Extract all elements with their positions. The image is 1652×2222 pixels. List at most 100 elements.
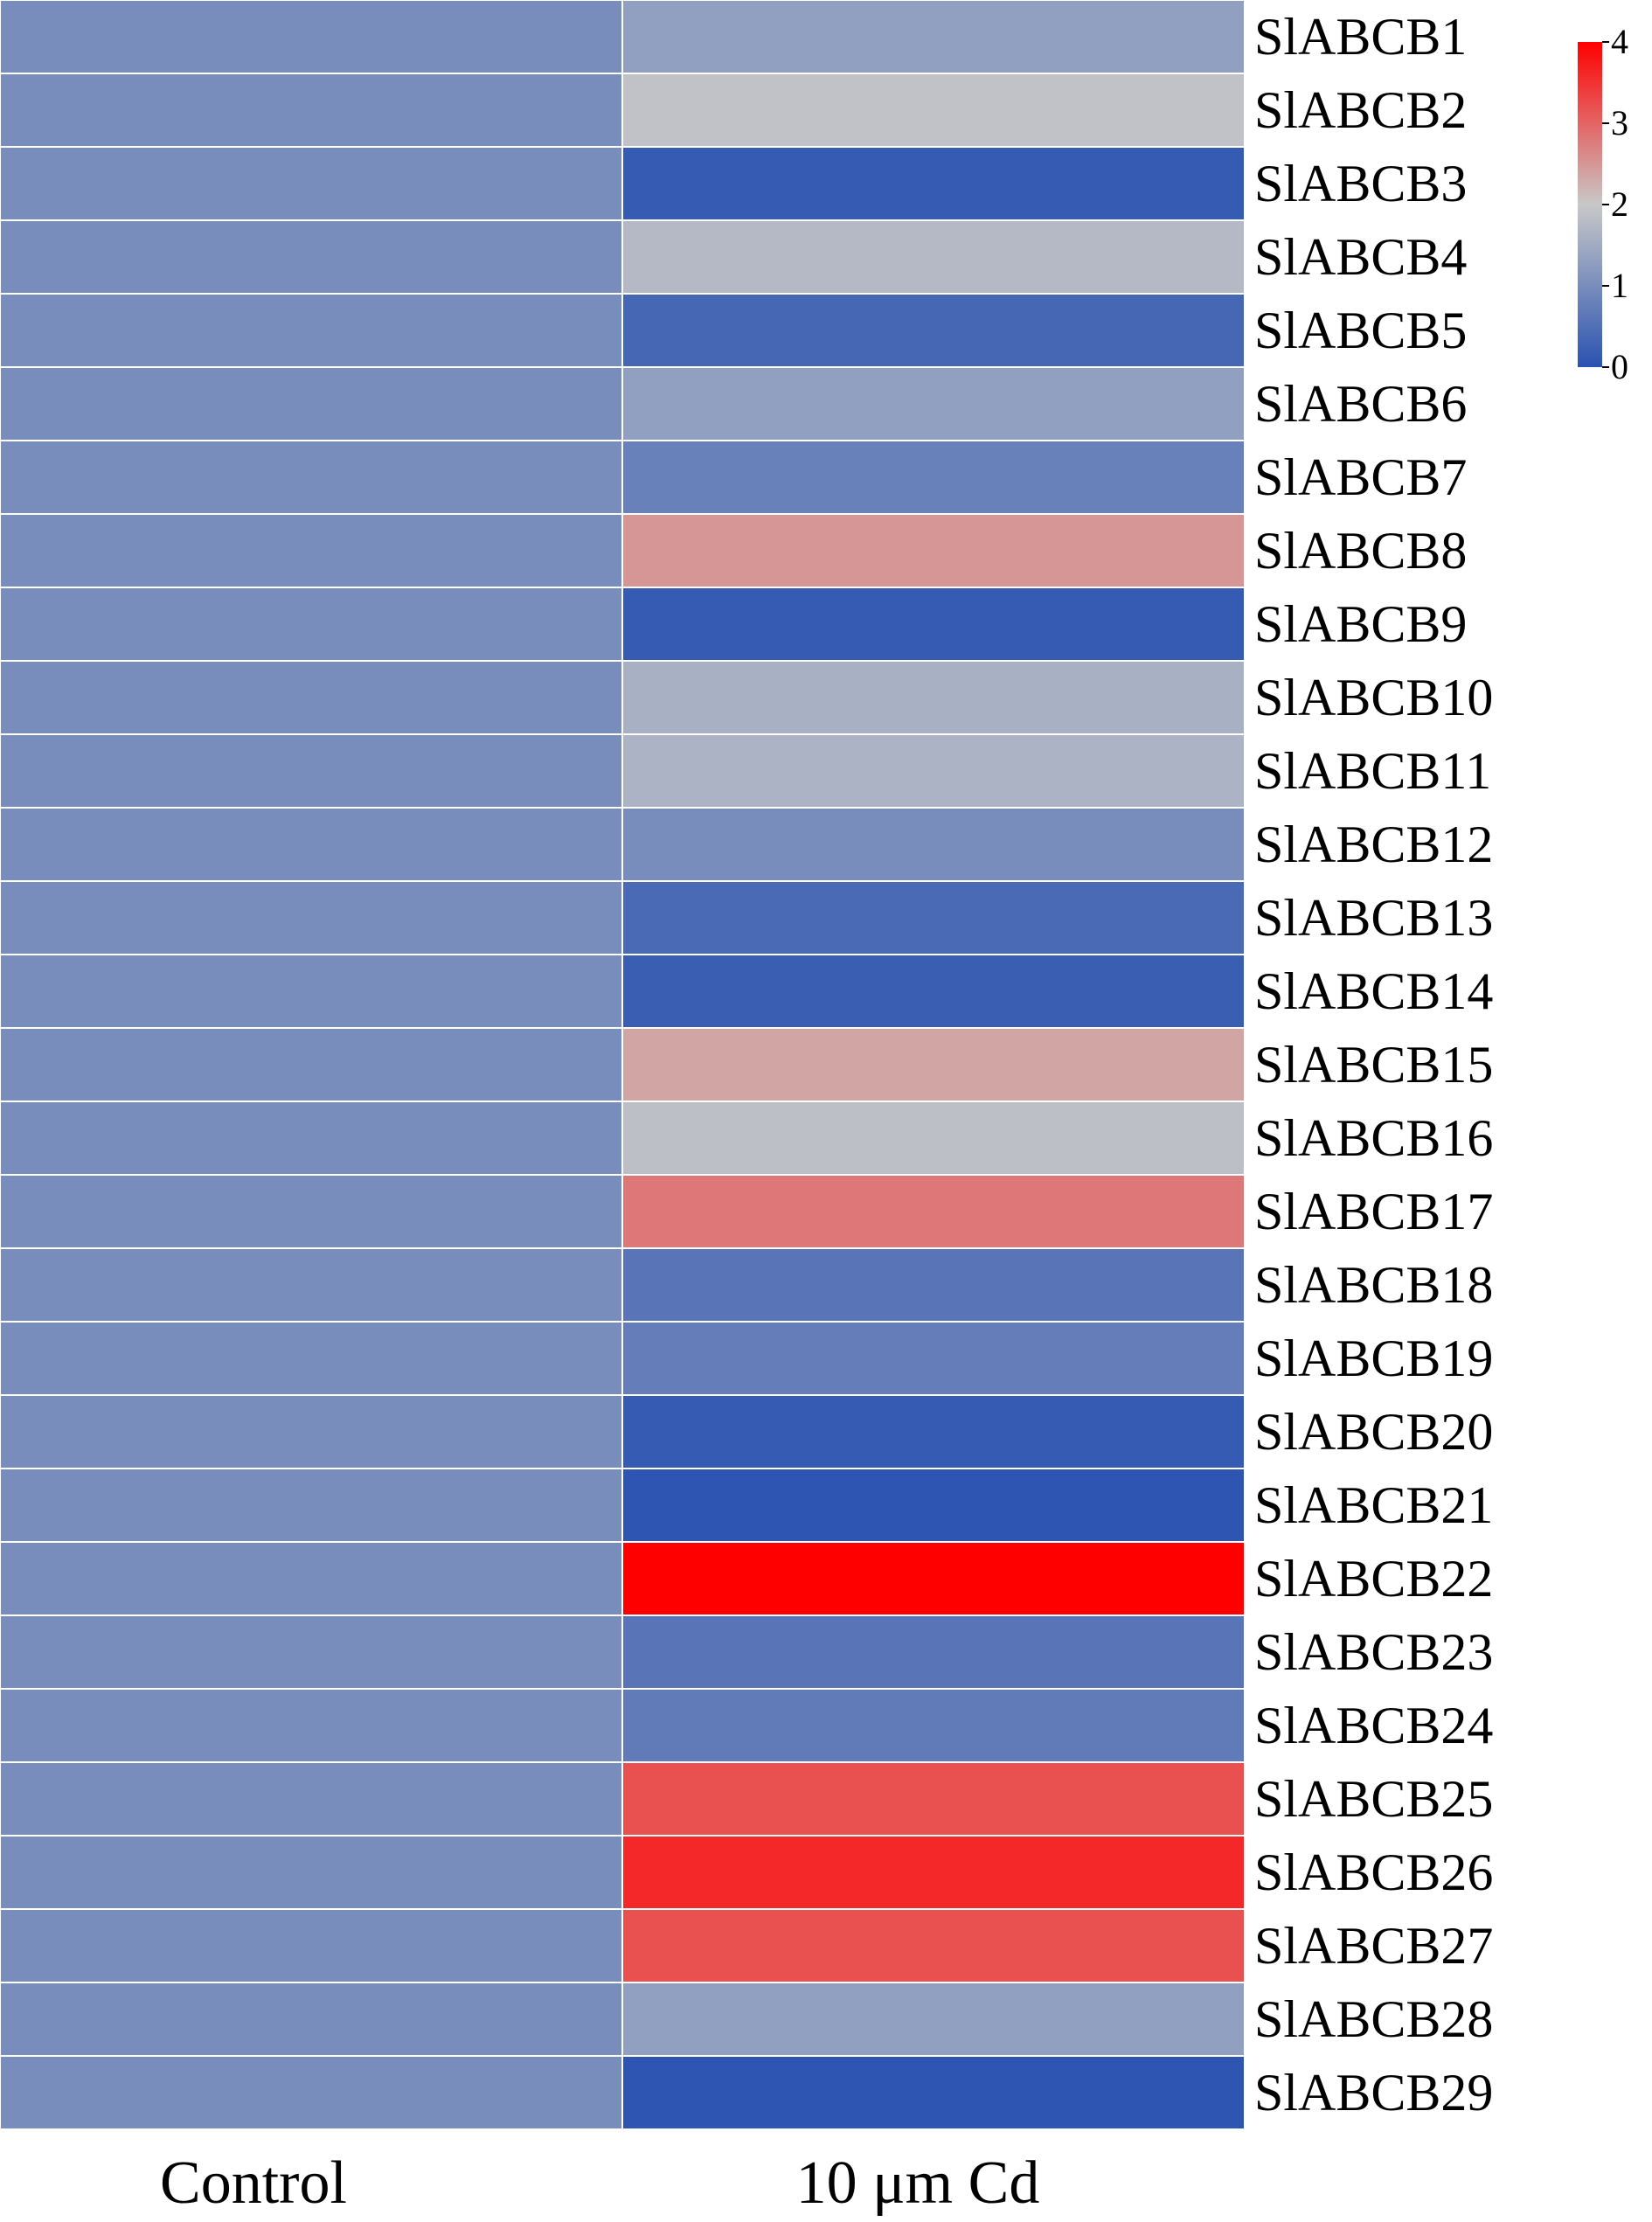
row-label: SlABCB25 xyxy=(1254,1770,1493,1828)
heatmap-cell xyxy=(0,366,623,441)
heatmap-cell xyxy=(0,1908,623,1983)
heatmap-cell xyxy=(621,0,1246,74)
row-label: SlABCB5 xyxy=(1254,302,1467,359)
heatmap-cell xyxy=(0,1614,623,1690)
row-label: SlABCB28 xyxy=(1254,1990,1493,2048)
heatmap-cell xyxy=(621,954,1246,1029)
heatmap-cell xyxy=(621,440,1246,515)
heatmap-cell xyxy=(621,1174,1246,1249)
colorbar-ticks: 0 1 2 3 4 xyxy=(1602,22,1628,386)
heatmap-cell xyxy=(621,1541,1246,1616)
colorbar-gradient xyxy=(1578,42,1602,367)
row-label: SlABCB7 xyxy=(1254,448,1467,506)
heatmap-cell xyxy=(0,1835,623,1910)
heatmap-cell xyxy=(621,587,1246,662)
heatmap-cell xyxy=(621,1394,1246,1469)
row-label: SlABCB22 xyxy=(1254,1550,1493,1607)
heatmap-cell xyxy=(0,293,623,368)
heatmap-cell xyxy=(621,513,1246,588)
heatmap-cell xyxy=(621,660,1246,735)
heatmap-cell xyxy=(621,1101,1246,1176)
heatmap-cell xyxy=(0,1688,623,1763)
row-label: SlABCB15 xyxy=(1254,1036,1493,1094)
row-label: SlABCB17 xyxy=(1254,1183,1493,1240)
heatmap-cell xyxy=(621,1468,1246,1543)
column-labels: Control 10 μm Cd xyxy=(160,2149,1039,2217)
row-label: SlABCB27 xyxy=(1254,1917,1493,1975)
row-label: SlABCB8 xyxy=(1254,522,1467,580)
row-label: SlABCB14 xyxy=(1254,962,1493,1020)
colorbar-tick-label: 0 xyxy=(1611,347,1628,386)
row-label: SlABCB3 xyxy=(1254,155,1467,212)
heatmap-cell xyxy=(621,219,1246,295)
heatmap-cell xyxy=(621,1761,1246,1837)
heatmap-cell xyxy=(621,733,1246,809)
row-label: SlABCB11 xyxy=(1254,742,1491,800)
heatmap-cell xyxy=(0,1101,623,1176)
row-label: SlABCB1 xyxy=(1254,8,1467,66)
heatmap-cell xyxy=(0,880,623,955)
heatmap-cell xyxy=(0,660,623,735)
heatmap-cell xyxy=(621,2055,1246,2130)
heatmap-cell xyxy=(0,1174,623,1249)
heatmap-cell xyxy=(0,0,623,74)
row-label: SlABCB16 xyxy=(1254,1109,1493,1167)
heatmap-cell xyxy=(0,2055,623,2130)
heatmap-cell xyxy=(0,1468,623,1543)
row-label: SlABCB6 xyxy=(1254,375,1467,433)
heatmap-cell xyxy=(0,1247,623,1323)
row-label: SlABCB18 xyxy=(1254,1256,1493,1314)
heatmap-cell xyxy=(621,1688,1246,1763)
row-label: SlABCB26 xyxy=(1254,1844,1493,1901)
row-label: SlABCB4 xyxy=(1254,228,1467,286)
row-label: SlABCB24 xyxy=(1254,1697,1493,1754)
heatmap-cell xyxy=(0,1027,623,1102)
colorbar-tick-label: 4 xyxy=(1611,22,1628,61)
colorbar-tick-label: 1 xyxy=(1611,266,1628,305)
row-label: SlABCB20 xyxy=(1254,1403,1493,1461)
heatmap-cell xyxy=(0,733,623,809)
heatmap-cell xyxy=(0,1761,623,1837)
column-label: 10 μm Cd xyxy=(796,2149,1040,2217)
row-label: SlABCB2 xyxy=(1254,81,1467,139)
heatmap-cell xyxy=(621,807,1246,882)
heatmap-cell xyxy=(621,1982,1246,2057)
heatmap-cell xyxy=(0,1541,623,1616)
heatmap-cell xyxy=(621,1027,1246,1102)
row-label: SlABCB13 xyxy=(1254,889,1493,947)
heatmap-cell xyxy=(621,366,1246,441)
row-label: SlABCB10 xyxy=(1254,669,1493,726)
row-label: SlABCB19 xyxy=(1254,1330,1493,1387)
heatmap-cell xyxy=(0,1982,623,2057)
heatmap-cell xyxy=(621,73,1246,148)
heatmap-cell xyxy=(0,440,623,515)
heatmap-cell xyxy=(621,1321,1246,1396)
heatmap-cell xyxy=(0,513,623,588)
row-label: SlABCB23 xyxy=(1254,1623,1493,1681)
heatmap-cell xyxy=(621,293,1246,368)
colorbar-tick-label: 2 xyxy=(1611,184,1628,224)
heatmap-cell xyxy=(0,219,623,295)
heatmap-cell xyxy=(621,880,1246,955)
heatmap-cell xyxy=(0,1394,623,1469)
heatmap-cell xyxy=(0,146,623,221)
heatmap-cell xyxy=(621,1908,1246,1983)
heatmap-cell xyxy=(621,1247,1246,1323)
heatmap-cell xyxy=(621,1614,1246,1690)
heatmap-cell xyxy=(0,587,623,662)
row-label: SlABCB12 xyxy=(1254,816,1493,873)
heatmap-cell xyxy=(621,1835,1246,1910)
colorbar-tick-label: 3 xyxy=(1611,103,1628,142)
heatmap-cell xyxy=(0,807,623,882)
row-label: SlABCB9 xyxy=(1254,595,1467,653)
row-labels: SlABCB1 SlABCB2 SlABCB3 SlABCB4 SlABCB5 SlABC… xyxy=(1254,8,1493,2121)
column-label: Control xyxy=(160,2149,347,2217)
heatmap-cell xyxy=(0,1321,623,1396)
row-label: SlABCB29 xyxy=(1254,2064,1493,2121)
colorbar: 0 1 2 3 4 xyxy=(1578,22,1628,386)
heatmap-cells xyxy=(0,0,1246,2130)
heatmap-cell xyxy=(0,954,623,1029)
heatmap-cell xyxy=(621,146,1246,221)
heatmap-cell xyxy=(0,73,623,148)
